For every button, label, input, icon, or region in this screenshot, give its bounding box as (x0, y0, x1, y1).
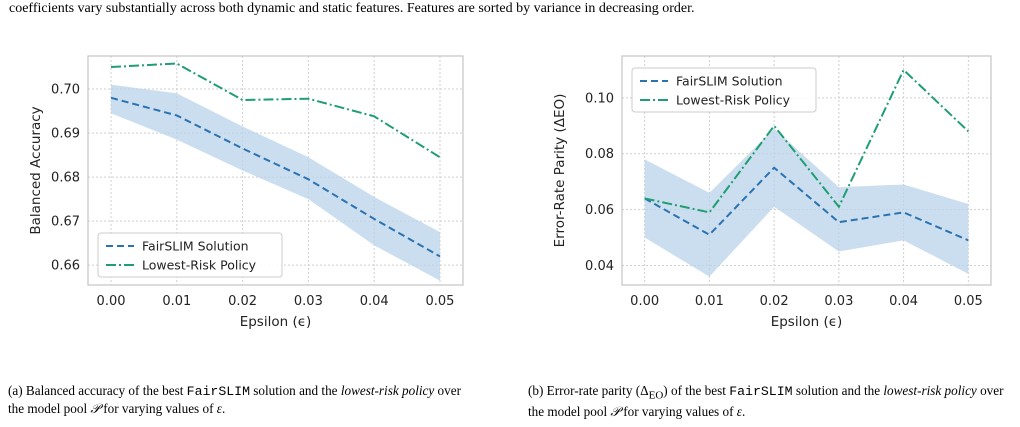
plot-frame (621, 55, 992, 286)
y-tick-label: 0.08 (585, 147, 614, 162)
legend-label: FairSLIM Solution (142, 239, 249, 254)
series-line-lowest-risk (644, 68, 970, 214)
caption-code: FairSLIM (729, 384, 793, 399)
y-tick-label: 0.06 (585, 203, 614, 218)
x-tick-label: 0.04 (889, 294, 918, 309)
confidence-band (111, 84, 440, 281)
plot-frame (87, 55, 464, 286)
confidence-band (644, 128, 969, 277)
legend-box (631, 67, 817, 113)
caption-text: (b) Error-rate parity (Δ (528, 383, 649, 398)
legend-box (97, 232, 283, 278)
legend-label: Lowest-Risk Policy (676, 93, 791, 108)
x-tick-label: 0.00 (97, 294, 126, 309)
x-tick-label: 0.03 (824, 294, 853, 309)
caption-symbol: 𝒫 (610, 404, 620, 420)
caption-text: for varying values of (619, 404, 737, 420)
y-axis-title: Error-Rate Parity (ΔEO) (552, 94, 568, 248)
x-tick-label: 0.05 (425, 294, 454, 309)
x-axis-title: Epsilon (ϵ) (240, 314, 312, 330)
caption-text: solution and the (792, 383, 884, 398)
y-tick-label: 0.10 (585, 91, 614, 106)
x-tick-label: 0.03 (294, 294, 323, 309)
caption-symbol: 𝒫 (90, 400, 100, 416)
chart-balanced-accuracy: 0.00 0.01 0.02 0.03 0.04 0.05 0.66 0.67 0.68 0.69… (28, 55, 464, 330)
chart-error-rate-parity: 0.00 0.01 0.02 0.03 0.04 0.05 0.04 0.06 0.08 0.10… (552, 55, 992, 330)
caption-text: over the model pool (8, 383, 461, 416)
subcaption-b: (b) Error-rate parity (ΔEO) of the best … (528, 383, 1008, 421)
caption-code: FairSLIM (186, 384, 250, 399)
caption-subscript: EO (648, 389, 664, 402)
x-tick-label: 0.02 (760, 294, 789, 309)
figure-caption-continuation: coefficients vary substantially across b… (9, 1, 695, 16)
y-tick-label: 0.67 (51, 215, 80, 230)
y-tick-label: 0.66 (51, 259, 80, 274)
caption-text: ) of the best (663, 383, 730, 398)
caption-emphasis: lowest-risk policy (340, 383, 435, 398)
y-tick-label: 0.68 (51, 171, 80, 186)
caption-text: (a) Balanced accuracy of the best (8, 383, 187, 398)
caption-symbol: ε (216, 400, 222, 416)
caption-text: . (741, 404, 746, 420)
x-tick-label: 0.00 (630, 294, 659, 309)
series-line-fairslim (110, 96, 441, 258)
caption-symbol: ε (736, 404, 742, 420)
caption-text: for varying values of (99, 400, 217, 416)
legend-label: FairSLIM Solution (676, 74, 783, 89)
caption-emphasis: lowest-risk policy (883, 383, 977, 398)
y-tick-label: 0.04 (585, 259, 614, 274)
series-line-fairslim (644, 166, 969, 242)
subcaption-a: (a) Balanced accuracy of the best FairSL… (8, 383, 478, 417)
caption-text: . (221, 400, 226, 416)
y-tick-label: 0.69 (51, 127, 80, 142)
y-axis-title: Balanced Accuracy (28, 106, 44, 234)
x-tick-label: 0.02 (228, 294, 257, 309)
y-tick-label: 0.70 (51, 83, 80, 98)
caption-text: over the model pool (528, 383, 1004, 420)
legend-label: Lowest-Risk Policy (142, 258, 257, 273)
x-tick-label: 0.05 (954, 294, 983, 309)
x-tick-label: 0.04 (360, 294, 389, 309)
x-tick-label: 0.01 (695, 294, 724, 309)
caption-text: solution and the (249, 383, 341, 398)
x-axis-title: Epsilon (ϵ) (771, 314, 843, 330)
x-tick-label: 0.01 (162, 294, 191, 309)
series-line-lowest-risk (110, 62, 441, 159)
